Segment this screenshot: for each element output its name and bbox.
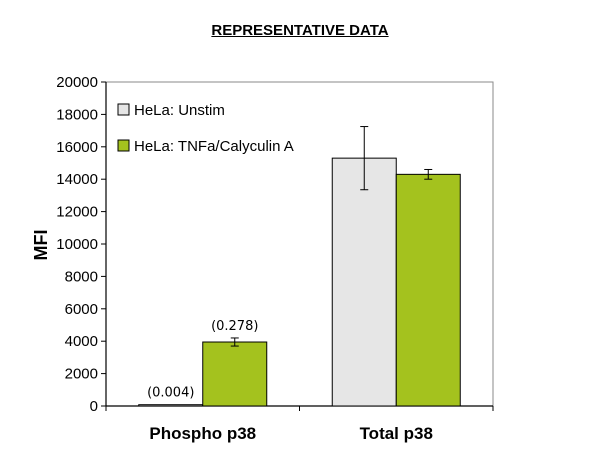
y-tick-label: 14000 bbox=[56, 171, 98, 188]
y-tick-label: 0 bbox=[90, 398, 98, 415]
y-tick-label: 2000 bbox=[65, 366, 98, 383]
chart-title: REPRESENTATIVE DATA bbox=[211, 22, 389, 39]
y-tick-label: 10000 bbox=[56, 236, 98, 253]
bar bbox=[202, 341, 268, 407]
y-tick-label: 12000 bbox=[56, 204, 98, 221]
legend-swatch bbox=[117, 103, 130, 116]
y-tick-label: 8000 bbox=[65, 268, 98, 285]
data-label: (0.278) bbox=[211, 319, 258, 334]
legend-label: HeLa: Unstim bbox=[134, 102, 225, 119]
data-label: (0.004) bbox=[147, 386, 194, 401]
data-labels: (0.004) (0.278) bbox=[147, 319, 258, 401]
chart-legend: HeLa: Unstim HeLa: TNFa/Calyculin A bbox=[117, 102, 294, 155]
x-category-label: Phospho p38 bbox=[149, 424, 256, 443]
bar bbox=[331, 157, 397, 407]
chart-bars bbox=[138, 157, 461, 407]
y-tick-label: 20000 bbox=[56, 74, 98, 91]
y-axis-ticks: 0 2000 4000 6000 8000 10000 12000 14000 16000 180… bbox=[56, 74, 106, 415]
y-axis-label: MFI bbox=[31, 230, 51, 261]
x-category-label: Total p38 bbox=[360, 424, 433, 443]
y-tick-label: 16000 bbox=[56, 139, 98, 156]
bar bbox=[395, 173, 461, 407]
bar bbox=[138, 404, 204, 407]
y-tick-label: 6000 bbox=[65, 301, 98, 318]
y-tick-label: 18000 bbox=[56, 106, 98, 123]
error-bars bbox=[230, 126, 433, 347]
legend-label: HeLa: TNFa/Calyculin A bbox=[134, 138, 294, 155]
y-tick-label: 4000 bbox=[65, 333, 98, 350]
x-axis-categories: Phospho p38 Total p38 bbox=[105, 406, 494, 443]
legend-swatch bbox=[117, 139, 130, 152]
